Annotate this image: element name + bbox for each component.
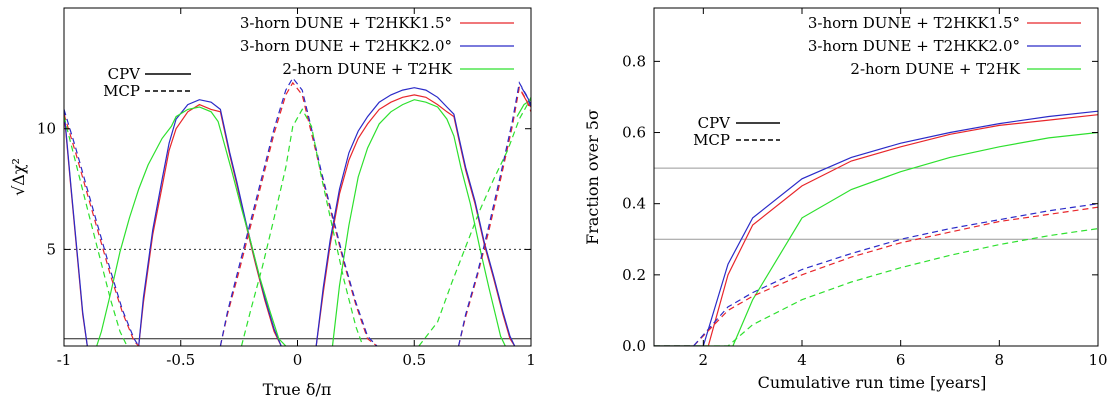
left-series-group [64, 76, 531, 346]
right-y-tick-label: 0.2 [622, 266, 646, 284]
right-x-ticks: 2 4 6 8 10 [699, 8, 1108, 369]
right-style-key: CPV MCP [693, 114, 780, 149]
left-plot-frame [63, 7, 532, 347]
left-x-tick-label: -1 [57, 351, 72, 369]
left-series-6-dashed-line [64, 97, 531, 346]
left-reference-lines [64, 248, 531, 340]
left-y-tick-label: 10 [37, 120, 56, 138]
right-series-1-solid-line [654, 114, 1098, 346]
right-series-4-dashed-line [654, 206, 1098, 346]
right-y-tick-label: 0.6 [622, 124, 646, 142]
right-x-tick-label: 4 [797, 351, 807, 369]
right-x-tick-label: 8 [995, 351, 1005, 369]
left-x-tick-label: 0.5 [402, 351, 426, 369]
right-y-tick-label: 0.4 [622, 195, 646, 213]
left-x-ticks: -1 -0.5 0 0.5 1 [57, 8, 536, 369]
right-series-5-dashed-line [654, 203, 1098, 346]
right-style-key-solid: CPV [698, 114, 732, 132]
right-y-tick-label: 0.8 [622, 52, 646, 70]
right-x-tick-label: 10 [1088, 351, 1107, 369]
right-series-2-solid-line [654, 110, 1098, 346]
right-chart: 2 4 6 8 10 0.0 0.2 0.4 0.6 0.8 Cumulative run ti… [583, 7, 1108, 392]
left-x-axis-label: True δ/π [263, 380, 332, 399]
left-series-5-dashed-line [64, 76, 531, 346]
left-style-key: CPV MCP [103, 65, 191, 100]
left-legend-entry-2: 3-horn DUNE + T2HKK2.0° [240, 37, 452, 55]
left-x-tick-label: 1 [526, 351, 536, 369]
left-y-ticks: 5 10 [37, 120, 531, 258]
right-y-axis-label: Fraction over 5σ [583, 109, 602, 245]
right-x-tick-label: 2 [699, 351, 709, 369]
right-series-3-solid-line [654, 131, 1098, 346]
right-y-tick-label: 0.0 [622, 337, 646, 355]
left-series-4-dashed-line [64, 81, 531, 346]
right-series-6-dashed-line [654, 228, 1098, 346]
left-chart: -1 -0.5 0 0.5 1 5 10 True δ/π √Δχ² 3-horn DUN… [9, 7, 536, 399]
right-legend: 3-horn DUNE + T2HKK1.5° 3-horn DUNE + T2… [808, 14, 1081, 78]
left-style-key-solid: CPV [108, 65, 142, 83]
right-series-group [654, 110, 1098, 346]
right-y-ticks: 0.0 0.2 0.4 0.6 0.8 [622, 52, 1098, 355]
right-plot-frame [653, 7, 1099, 347]
right-x-tick-label: 6 [896, 351, 906, 369]
right-reference-lines [654, 167, 1098, 240]
left-x-tick-label: -0.5 [166, 351, 195, 369]
left-x-tick-label: 0 [293, 351, 303, 369]
right-legend-entry-2: 3-horn DUNE + T2HKK2.0° [808, 37, 1020, 55]
left-style-key-dashed: MCP [103, 82, 140, 100]
left-series-1-solid-line [64, 92, 531, 346]
left-legend-entry-1: 3-horn DUNE + T2HKK1.5° [240, 14, 452, 32]
left-legend-entry-3: 2-horn DUNE + T2HK [282, 60, 452, 78]
left-legend: 3-horn DUNE + T2HKK1.5° 3-horn DUNE + T2… [240, 14, 514, 78]
right-legend-entry-1: 3-horn DUNE + T2HKK1.5° [808, 14, 1020, 32]
right-x-axis-label: Cumulative run time [years] [758, 373, 987, 392]
left-series-2-solid-line [64, 87, 531, 346]
right-legend-entry-3: 2-horn DUNE + T2HK [850, 60, 1020, 78]
left-y-axis-label: √Δχ² [9, 158, 28, 196]
right-style-key-dashed: MCP [693, 131, 730, 149]
left-y-tick-label: 5 [46, 240, 56, 258]
